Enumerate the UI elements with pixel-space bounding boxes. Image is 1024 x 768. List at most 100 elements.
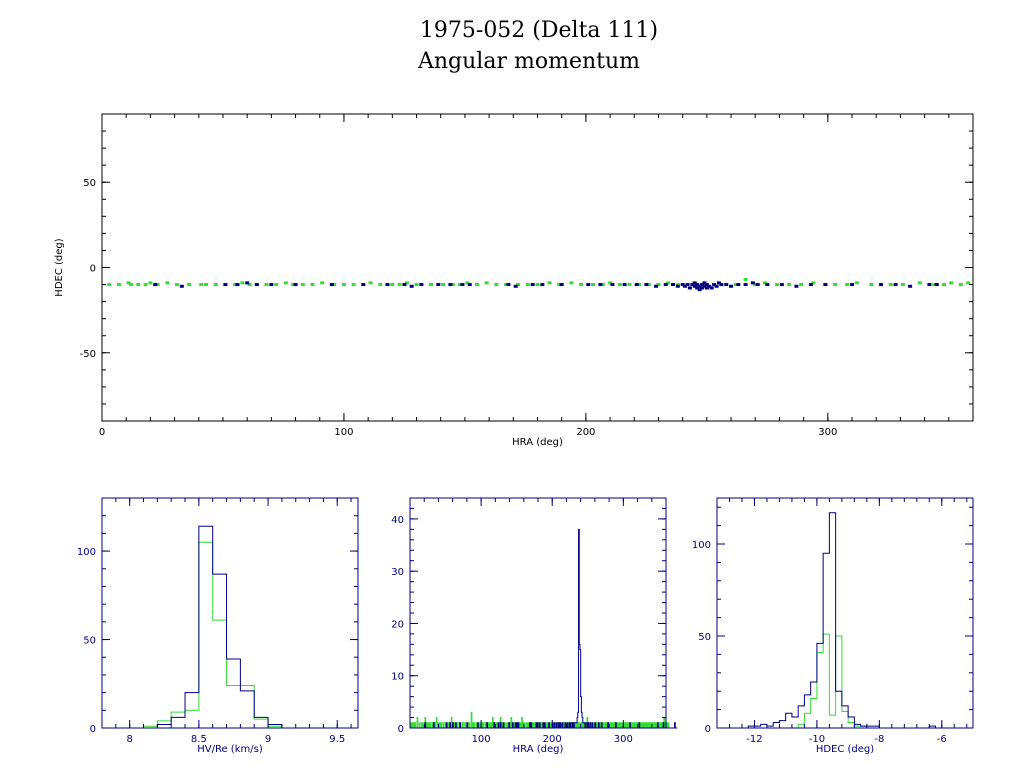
scatter-point-dark-51	[709, 286, 714, 290]
scatter-point-light-53	[608, 281, 613, 285]
y-tick-label: 40	[391, 515, 404, 526]
x-tick-label: 9.5	[329, 734, 345, 745]
scatter-point-dark-35	[685, 283, 690, 287]
scatter-point-light-54	[617, 283, 622, 287]
scatter-point-dark-30	[663, 283, 668, 287]
scatter-point-light-51	[591, 283, 596, 287]
scatter-point-light-47	[547, 281, 552, 285]
scatter-point-light-66	[787, 283, 792, 287]
scatter-point-light-0	[107, 283, 112, 287]
scatter-point-light-22	[300, 283, 305, 287]
scatter-point-dark-45	[700, 286, 705, 290]
y-tick-label: 50	[83, 178, 96, 189]
scatter-point-dark-26	[622, 283, 627, 287]
scatter-point-dark-32	[675, 284, 680, 288]
x-tick-label: 100	[334, 427, 353, 438]
scatter-point-light-19	[274, 283, 279, 287]
scatter-point-light-43	[504, 283, 509, 287]
scatter-point-dark-49	[704, 283, 709, 287]
scatter-point-light-41	[484, 281, 489, 285]
scatter-point-dark-59	[743, 283, 748, 287]
histogram-hv-panel: 8 8.5 9 9.5 0 50 100 HV/Re (km/s)	[77, 497, 359, 755]
scatter-point-light-59	[666, 281, 671, 285]
scatter-point-dark-14	[436, 283, 441, 287]
scatter-point-dark-24	[598, 283, 603, 287]
scatter-point-light-77	[932, 283, 937, 287]
histogram-hdec-panel: -12 -10 -8 -6 0 50 100 HDEC (deg)	[692, 497, 974, 755]
scatter-point-dark-34	[683, 284, 688, 288]
scatter-point-light-39	[465, 281, 470, 285]
x-tick-label: -6	[937, 734, 947, 745]
scatter-point-light-61	[733, 283, 738, 287]
scatter-point-light-58	[656, 283, 661, 287]
x-tick-label: 0	[99, 427, 105, 438]
scatter-point-dark-4	[245, 281, 250, 285]
scatter-point-light-79	[949, 281, 954, 285]
scatter-point-light-6	[148, 281, 153, 285]
scatter-point-dark-60	[750, 281, 755, 285]
scatter-point-dark-70	[908, 284, 913, 288]
y-tick-label: 0	[90, 724, 96, 735]
scatter-point-dark-47	[702, 284, 707, 288]
scatter-point-dark-67	[850, 283, 855, 287]
x-axis-label: HRA (deg)	[512, 437, 563, 448]
scatter-point-light-21	[291, 283, 296, 287]
y-tick-label: 0	[398, 724, 404, 735]
y-tick-label: 100	[77, 547, 96, 558]
x-tick-label: 200	[543, 734, 562, 745]
scatter-point-dark-66	[823, 283, 828, 287]
x-tick-label: 100	[472, 734, 491, 745]
y-tick-label: 20	[391, 619, 404, 630]
scatter-point-dark-50	[707, 284, 712, 288]
scatter-point-light-45	[525, 283, 530, 287]
scatter-point-light-10	[187, 283, 192, 287]
histogram-hra-panel: 100 200 300 0 10 20 30 40 HRA (deg)	[391, 497, 678, 755]
scatter-point-dark-38	[692, 284, 697, 288]
x-axis-label: HDEC (deg)	[816, 744, 874, 755]
scatter-point-dark-13	[419, 283, 424, 287]
scatter-point-dark-9	[361, 283, 366, 287]
scatter-point-dark-17	[467, 283, 472, 287]
y-tick-label: 30	[391, 567, 404, 578]
scatter-point-light-8	[165, 281, 170, 285]
scatter-point-light-78	[941, 283, 946, 287]
histogram-series-dark	[747, 512, 949, 729]
histogram-series-dark	[410, 528, 678, 729]
scatter-point-dark-68	[879, 283, 884, 287]
scatter-point-dark-33	[680, 283, 685, 287]
scatter-point-light-9	[175, 283, 180, 287]
scatter-point-dark-55	[719, 283, 724, 287]
scatter-point-light-73	[869, 283, 874, 287]
scatter-point-light-63	[753, 283, 758, 287]
y-tick-label: 10	[391, 672, 404, 683]
x-tick-label: 300	[818, 427, 837, 438]
chart-title: 1975-052 (Delta 111)	[420, 18, 658, 43]
scatter-point-dark-63	[779, 283, 784, 287]
scatter-point-light-37	[450, 283, 455, 287]
plot-frame	[101, 497, 359, 729]
histogram-series-dark	[129, 525, 296, 729]
scatter-point-light-23	[310, 283, 315, 287]
scatter-point-light-14	[233, 283, 238, 287]
y-tick-label: 50	[83, 636, 96, 647]
scatter-point-light-5	[143, 283, 148, 287]
scatter-point-light-38	[458, 283, 463, 287]
scatter-point-light-16	[247, 283, 252, 287]
scatter-point-light-50	[579, 283, 584, 287]
x-tick-label: 200	[576, 427, 595, 438]
scatter-point-light-33	[404, 281, 409, 285]
scatter-point-dark-43	[697, 288, 702, 292]
scatter-point-dark-69	[893, 283, 898, 287]
scatter-point-light-75	[900, 283, 905, 287]
x-tick-label: -12	[746, 734, 762, 745]
scatter-point-light-71	[845, 283, 850, 287]
scatter-point-light-80	[958, 283, 963, 287]
y-tick-label: 0	[90, 264, 96, 275]
scatter-point-dark-56	[724, 283, 729, 287]
scatter-point-dark-39	[692, 281, 697, 285]
scatter-point-dark-0	[153, 283, 158, 287]
scatter-point-dark-54	[716, 281, 721, 285]
scatter-point-light-49	[569, 281, 574, 285]
scatter-point-dark-36	[687, 286, 692, 290]
